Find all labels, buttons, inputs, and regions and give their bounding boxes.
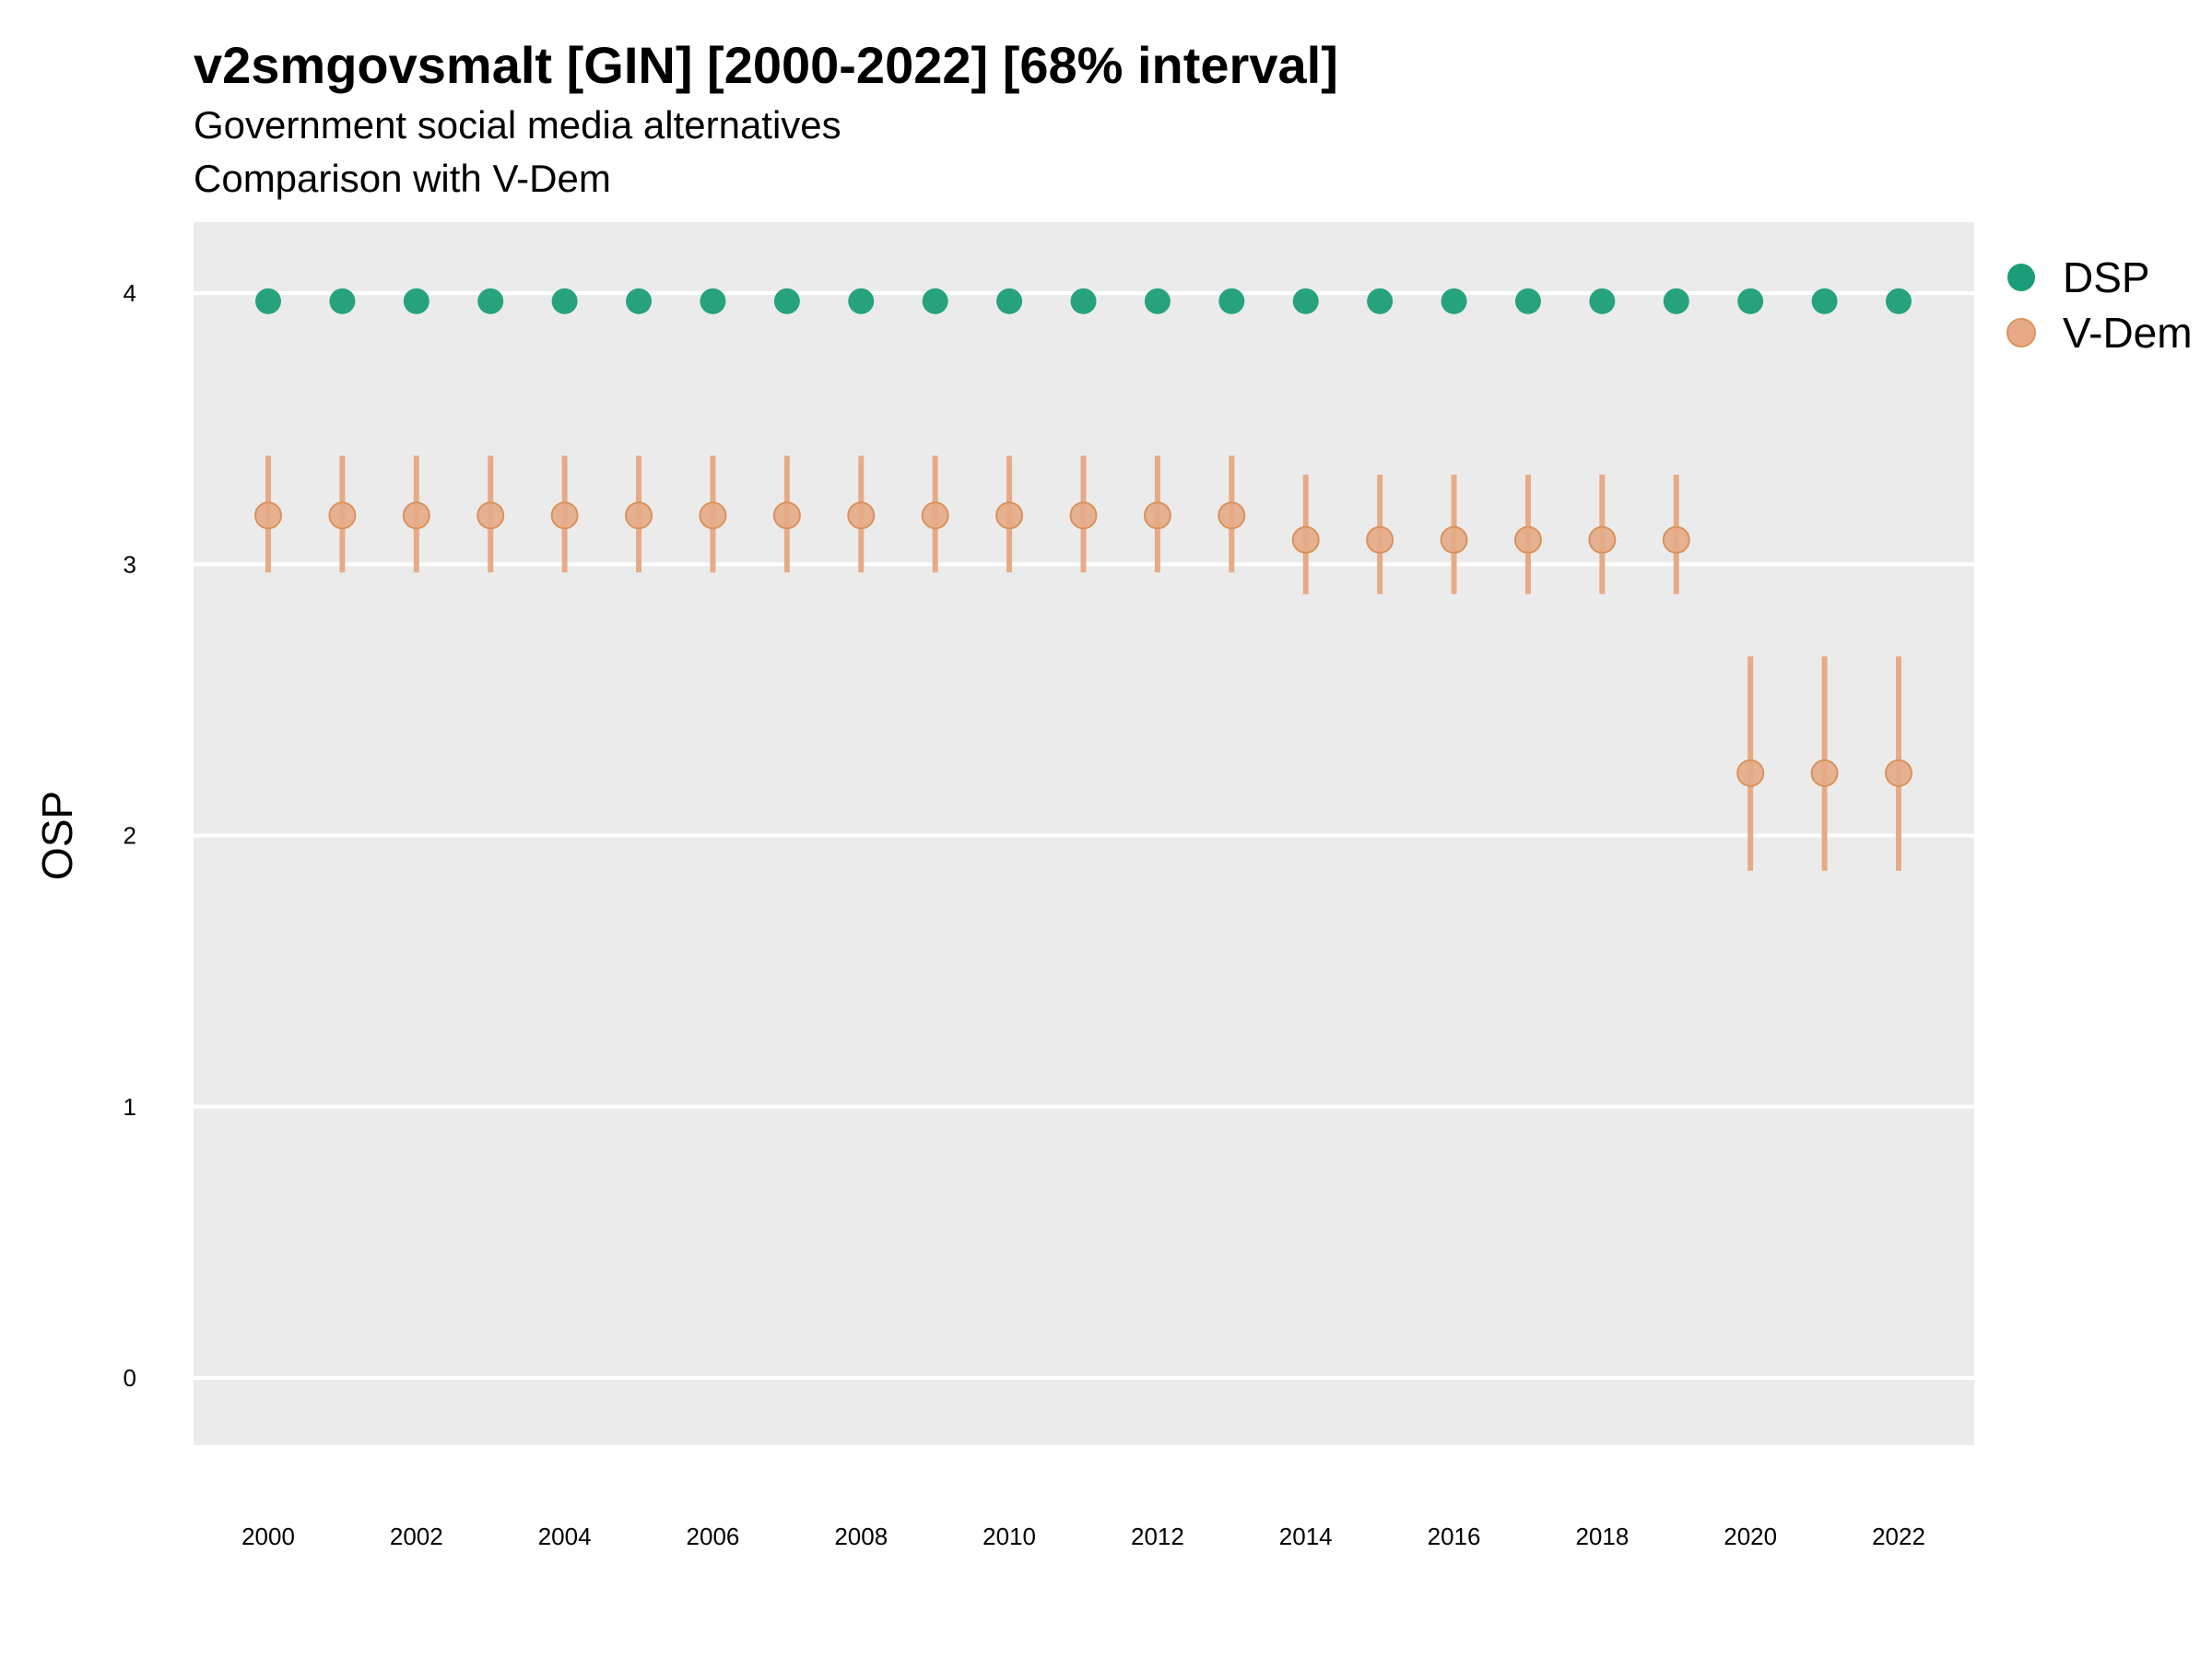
x-tick-label-2022: 2022 (1872, 1523, 1925, 1550)
dsp-point-2008 (848, 288, 875, 314)
y-tick-label-0: 0 (124, 1364, 136, 1392)
dsp-point-2017 (1514, 288, 1541, 314)
legend-marker-dsp (2007, 264, 2035, 291)
dsp-point-2000 (255, 288, 281, 314)
dsp-point-2014 (1292, 288, 1319, 314)
y-axis-label: OSP (33, 791, 81, 880)
legend-marker-vdem (2006, 318, 2036, 347)
legend-label-vdem: V-Dem (2063, 309, 2193, 357)
x-axis-ticks: 2000 2002 2004 2006 2008 2010 2012 2014 2016 2018… (241, 1523, 1925, 1550)
vdem-point-2009 (921, 501, 949, 530)
vdem-point-2019 (1662, 525, 1690, 554)
dsp-point-2020 (1737, 288, 1764, 314)
vdem-point-2005 (625, 501, 653, 530)
dsp-point-2003 (477, 288, 504, 314)
data-points (254, 288, 1912, 787)
x-tick-label-2004: 2004 (538, 1523, 592, 1550)
x-tick-label-2020: 2020 (1724, 1523, 1777, 1550)
dsp-point-2013 (1218, 288, 1245, 314)
x-tick-label-2002: 2002 (390, 1523, 443, 1550)
dsp-point-2019 (1663, 288, 1689, 314)
y-tick-label-4: 4 (124, 279, 136, 307)
vdem-point-2021 (1810, 759, 1839, 787)
vdem-point-2020 (1736, 759, 1765, 787)
chart-title: v2smgovsmalt [GIN] [2000-2022] [68% inte… (194, 36, 1338, 94)
vdem-point-2016 (1440, 525, 1468, 554)
x-tick-label-2018: 2018 (1575, 1523, 1629, 1550)
legend: DSP V-Dem (2006, 253, 2193, 357)
vdem-point-2010 (995, 501, 1024, 530)
x-tick-label-2000: 2000 (241, 1523, 295, 1550)
y-tick-label-3: 3 (124, 550, 136, 578)
vdem-point-2018 (1588, 525, 1617, 554)
dsp-point-2016 (1441, 288, 1467, 314)
vdem-point-2015 (1366, 525, 1394, 554)
dsp-point-2010 (996, 288, 1023, 314)
chart-subtitle: Government social media alternatives (194, 103, 841, 147)
vdem-point-2000 (254, 501, 282, 530)
dsp-point-2015 (1367, 288, 1394, 314)
dsp-point-2005 (626, 288, 653, 314)
dsp-point-2011 (1070, 288, 1097, 314)
dsp-point-2006 (700, 288, 726, 314)
dsp-point-2018 (1589, 288, 1616, 314)
x-tick-label-2008: 2008 (834, 1523, 888, 1550)
x-tick-label-2012: 2012 (1131, 1523, 1184, 1550)
vdem-point-2001 (328, 501, 357, 530)
vdem-point-2013 (1218, 501, 1246, 530)
vdem-point-2003 (477, 501, 505, 530)
y-tick-label-2: 2 (124, 822, 136, 850)
dsp-point-2007 (773, 288, 800, 314)
dsp-point-2012 (1144, 288, 1171, 314)
dsp-point-2022 (1886, 288, 1912, 314)
vdem-point-2012 (1143, 501, 1171, 530)
chart-subtitle-comparison: Comparison with V-Dem (194, 157, 611, 200)
vdem-point-2007 (772, 501, 801, 530)
x-tick-label-2016: 2016 (1428, 1523, 1481, 1550)
vdem-point-2008 (847, 501, 876, 530)
vdem-point-2014 (1291, 525, 1320, 554)
x-tick-label-2010: 2010 (982, 1523, 1036, 1550)
y-axis-ticks: 0 1 2 3 4 (124, 279, 136, 1392)
dsp-point-2004 (551, 288, 578, 314)
vdem-point-2011 (1069, 501, 1098, 530)
legend-label-dsp: DSP (2063, 253, 2150, 301)
dsp-point-2021 (1811, 288, 1838, 314)
dsp-point-2001 (329, 288, 356, 314)
dsp-point-2009 (922, 288, 948, 314)
x-tick-label-2006: 2006 (687, 1523, 740, 1550)
vdem-point-2002 (402, 501, 430, 530)
vdem-point-2004 (550, 501, 579, 530)
vdem-point-2017 (1513, 525, 1542, 554)
vdem-point-2006 (699, 501, 727, 530)
y-tick-label-1: 1 (124, 1093, 136, 1121)
x-tick-label-2014: 2014 (1279, 1523, 1333, 1550)
dsp-point-2002 (403, 288, 429, 314)
vdem-point-2022 (1885, 759, 1912, 787)
